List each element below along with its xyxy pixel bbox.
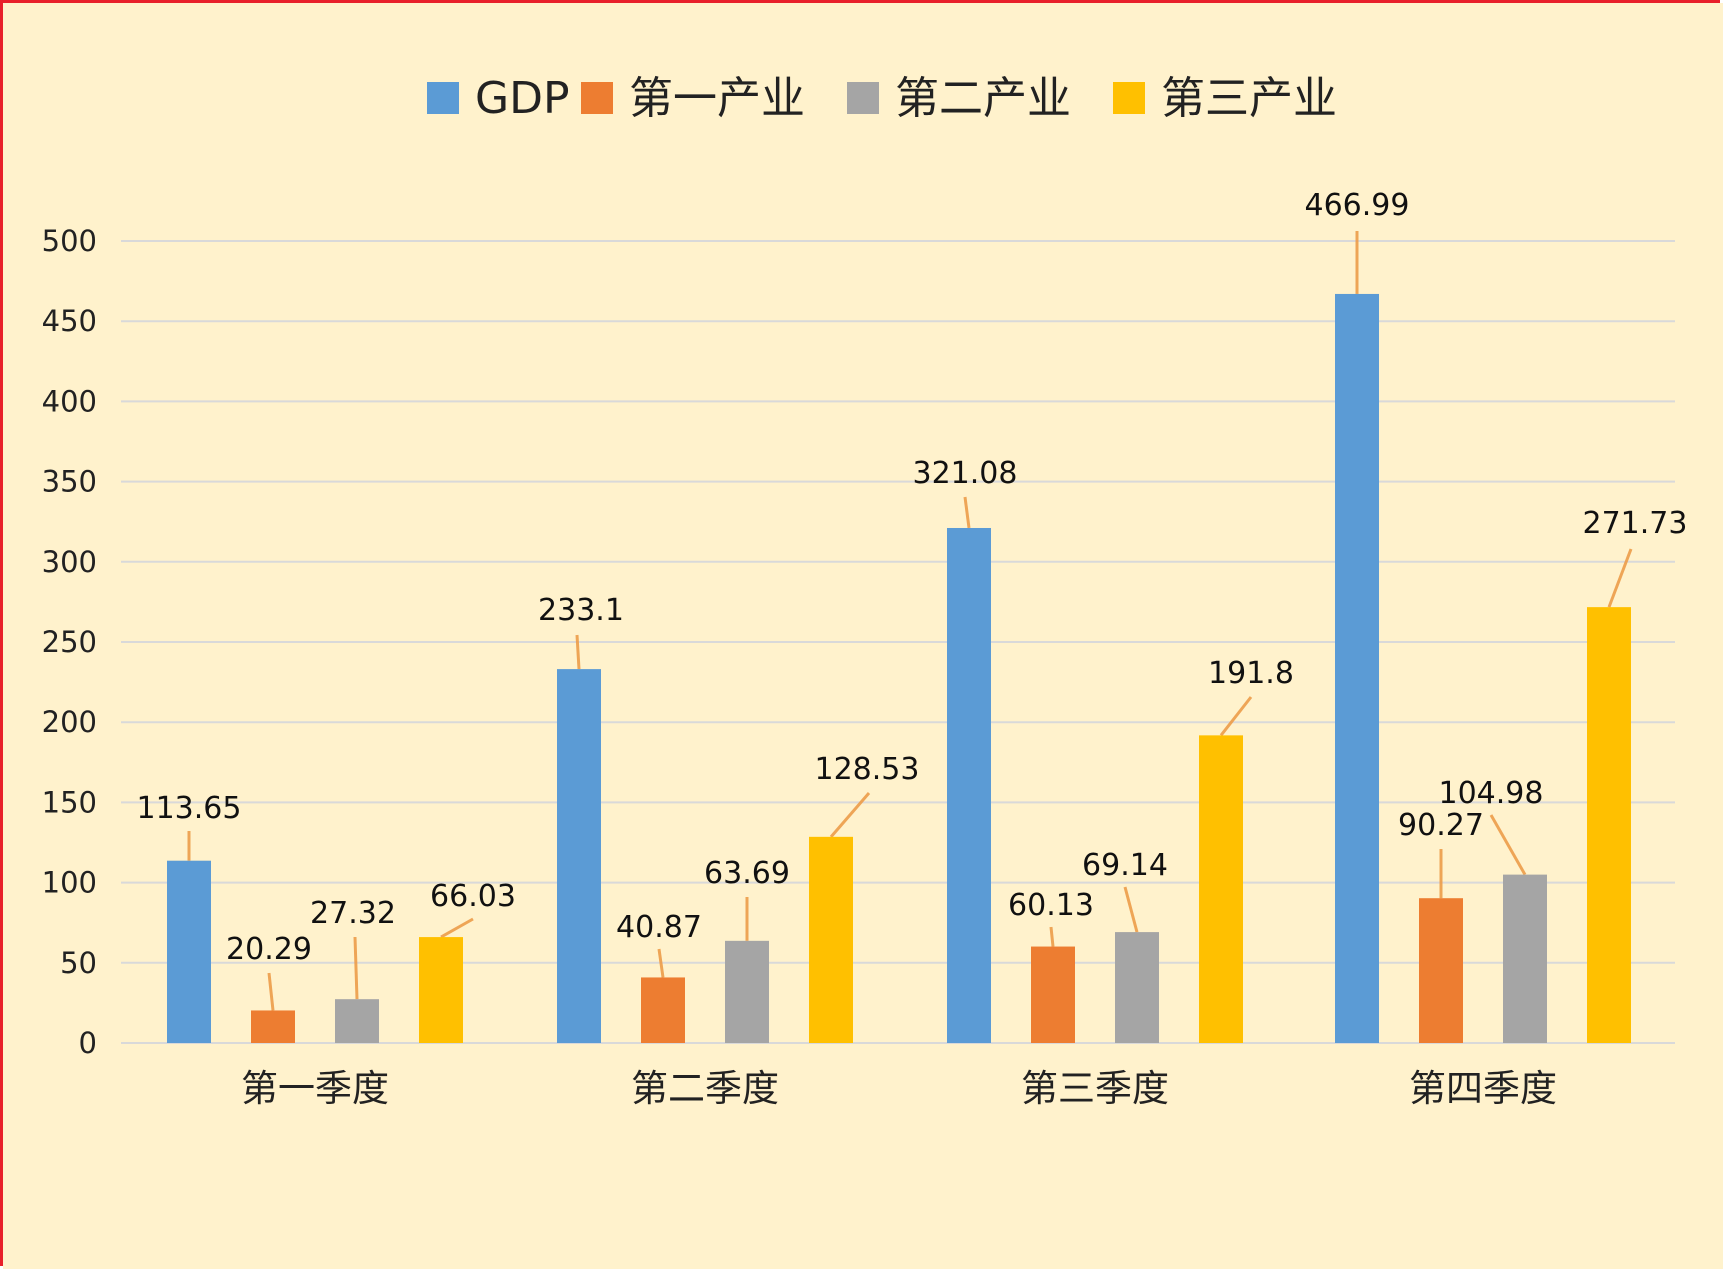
bar-series3-cat1 <box>335 999 379 1043</box>
y-tick-label-250: 250 <box>42 625 97 659</box>
axes: 0 50 100 150 200 250 300 350 400 450 500 第一季度 第二季度 第三… <box>42 224 1557 1110</box>
data-label-series4-cat1: 66.03 <box>430 879 516 914</box>
leader-line-series4-cat3 <box>1219 696 1253 737</box>
data-label-series1-cat3: 321.08 <box>913 456 1018 491</box>
data-label-series2-cat1: 20.29 <box>226 932 312 967</box>
data-label-series4-cat4: 271.73 <box>1583 506 1688 541</box>
bar-series1-cat4 <box>1335 293 1379 1044</box>
y-tick-label-450: 450 <box>42 304 97 338</box>
bar-chart: 113.65 233.1 321.08 466.99 20.29 40.87 60.13 90… <box>3 3 1723 1269</box>
leader-line-series1-cat3 <box>963 496 971 529</box>
data-label-series3-cat2: 63.69 <box>704 856 790 891</box>
legend-swatch-2 <box>581 82 613 114</box>
bar-series2-cat3 <box>1031 946 1075 1043</box>
leader-line-series3-cat4 <box>1489 814 1527 876</box>
data-label-series4-cat2: 128.53 <box>815 752 920 787</box>
leader-line-series3-cat3 <box>1123 886 1139 933</box>
bar-series2-cat1 <box>251 1010 295 1043</box>
legend-label-1: GDP <box>475 73 570 124</box>
data-label-series2-cat3: 60.13 <box>1008 888 1094 923</box>
data-label-series3-cat1: 27.32 <box>310 896 396 931</box>
x-category-label-3: 第三季度 <box>1021 1067 1169 1110</box>
leader-lines <box>187 231 1633 1011</box>
leader-line-series2-cat1 <box>267 972 275 1011</box>
bar-series1-cat2 <box>557 669 601 1043</box>
bar-series2-cat4 <box>1419 898 1463 1043</box>
legend-swatch-4 <box>1113 82 1145 114</box>
bar-series3-cat2 <box>725 940 769 1043</box>
legend-swatch-1 <box>427 82 459 114</box>
leader-line-series3-cat1 <box>353 936 359 1000</box>
data-label-series1-cat1: 113.65 <box>137 791 242 826</box>
bar-series4-cat3 <box>1199 735 1243 1043</box>
bar-series1-cat3 <box>947 527 991 1043</box>
legend-swatch-3 <box>847 82 879 114</box>
bar-series3-cat3 <box>1115 932 1159 1043</box>
y-tick-label-500: 500 <box>42 224 97 258</box>
leader-line-series4-cat2 <box>829 792 871 838</box>
x-category-label-1: 第一季度 <box>241 1067 389 1110</box>
legend-label-4: 第三产业 <box>1161 73 1337 124</box>
bars <box>167 293 1631 1044</box>
leader-line-series4-cat4 <box>1607 548 1633 608</box>
data-labels: 113.65 233.1 321.08 466.99 20.29 40.87 60.13 90… <box>137 188 1688 967</box>
bar-series2-cat2 <box>641 977 685 1043</box>
y-tick-label-0: 0 <box>79 1026 97 1060</box>
bar-series4-cat2 <box>809 836 853 1043</box>
y-tick-label-100: 100 <box>42 866 97 900</box>
y-tick-label-350: 350 <box>42 465 97 499</box>
gridlines <box>121 240 1675 1044</box>
leader-line-series2-cat3 <box>1049 926 1055 947</box>
legend-label-2: 第一产业 <box>629 73 805 124</box>
y-tick-label-300: 300 <box>42 545 97 579</box>
bar-series4-cat4 <box>1587 607 1631 1043</box>
legend: GDP 第一产业 第二产业 第三产业 <box>427 73 1337 124</box>
data-label-series1-cat4: 466.99 <box>1305 188 1410 223</box>
x-category-label-4: 第四季度 <box>1409 1067 1557 1110</box>
data-label-series4-cat3: 191.8 <box>1208 656 1294 691</box>
x-category-label-2: 第二季度 <box>631 1067 779 1110</box>
bar-series1-cat1 <box>167 860 211 1043</box>
bar-series3-cat4 <box>1503 874 1547 1043</box>
data-label-series3-cat3: 69.14 <box>1082 848 1168 883</box>
data-label-series2-cat2: 40.87 <box>616 910 702 945</box>
leader-line-series2-cat2 <box>657 948 665 978</box>
y-tick-label-400: 400 <box>42 384 97 418</box>
y-tick-label-50: 50 <box>60 946 97 980</box>
data-label-series1-cat2: 233.1 <box>538 593 624 628</box>
chart-background <box>3 3 1723 1269</box>
y-tick-label-200: 200 <box>42 705 97 739</box>
data-label-series3-cat4: 104.98 <box>1439 776 1544 811</box>
data-label-series2-cat4: 90.27 <box>1398 808 1484 843</box>
leader-line-series4-cat1 <box>440 917 474 939</box>
y-tick-label-150: 150 <box>42 785 97 819</box>
legend-label-3: 第二产业 <box>895 73 1071 124</box>
leader-line-series1-cat2 <box>575 634 581 670</box>
bar-series4-cat1 <box>419 937 463 1043</box>
